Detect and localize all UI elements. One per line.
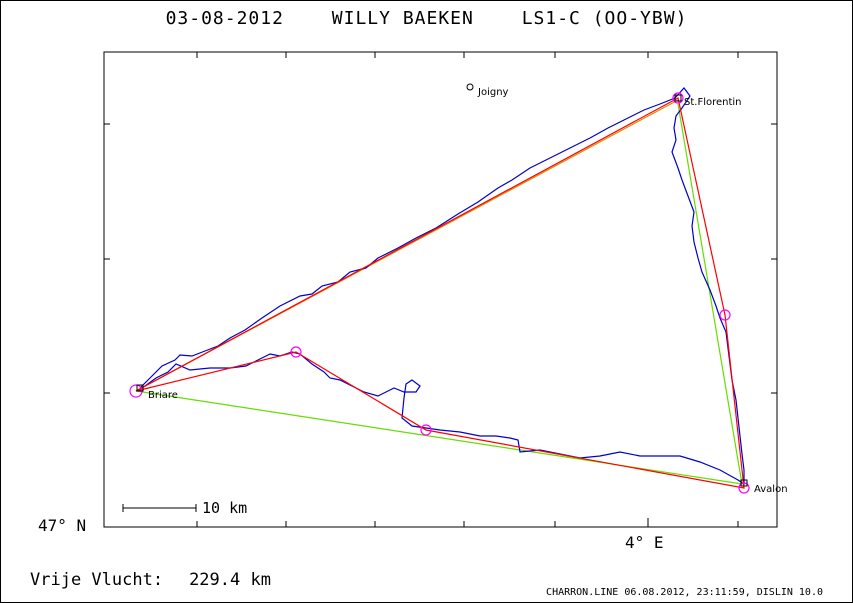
waypoint-marker (136, 384, 144, 392)
waypoint-marker (740, 479, 748, 487)
scale-bar (122, 504, 197, 512)
chart-title: 03-08-2012 WILLY BAEKEN LS1-C (OO-YBW) (0, 8, 853, 29)
waypoint-marker (674, 94, 682, 102)
turnpoint-circle (290, 346, 302, 358)
latitude-label: 47° N (38, 516, 86, 535)
longitude-label: 4° E (625, 533, 664, 552)
glider-id: LS1-C (OO-YBW) (521, 8, 688, 29)
plot-border (103, 51, 778, 528)
turnpoint-circle (738, 482, 750, 494)
footer-info: CHARRON.LINE 06.08.2012, 23:11:59, DISLI… (546, 587, 823, 598)
turnpoint-circle (719, 309, 731, 321)
town-marker (466, 83, 474, 91)
free-flight-distance: 229.4 km (189, 570, 271, 590)
place-label-briare: Briare (148, 390, 178, 401)
flight-date: 03-08-2012 (165, 8, 284, 29)
scale-bar-label: 10 km (202, 499, 247, 517)
pilot-name: WILLY BAEKEN (331, 8, 474, 29)
place-label-joigny: Joigny (477, 87, 509, 98)
turnpoint-circle (420, 424, 432, 436)
place-label-st-florentin: St.Florentin (684, 97, 742, 108)
turnpoint-circle (672, 92, 684, 104)
place-label-avalon: Avalon (754, 484, 788, 495)
free-flight-label: Vrije Vlucht: (30, 570, 164, 590)
declared-course-line (135, 103, 743, 485)
task-line (135, 97, 745, 489)
gps-track (137, 87, 745, 486)
axis-ticks (104, 52, 777, 527)
free-flight-summary: Vrije Vlucht: 229.4 km (30, 570, 271, 590)
